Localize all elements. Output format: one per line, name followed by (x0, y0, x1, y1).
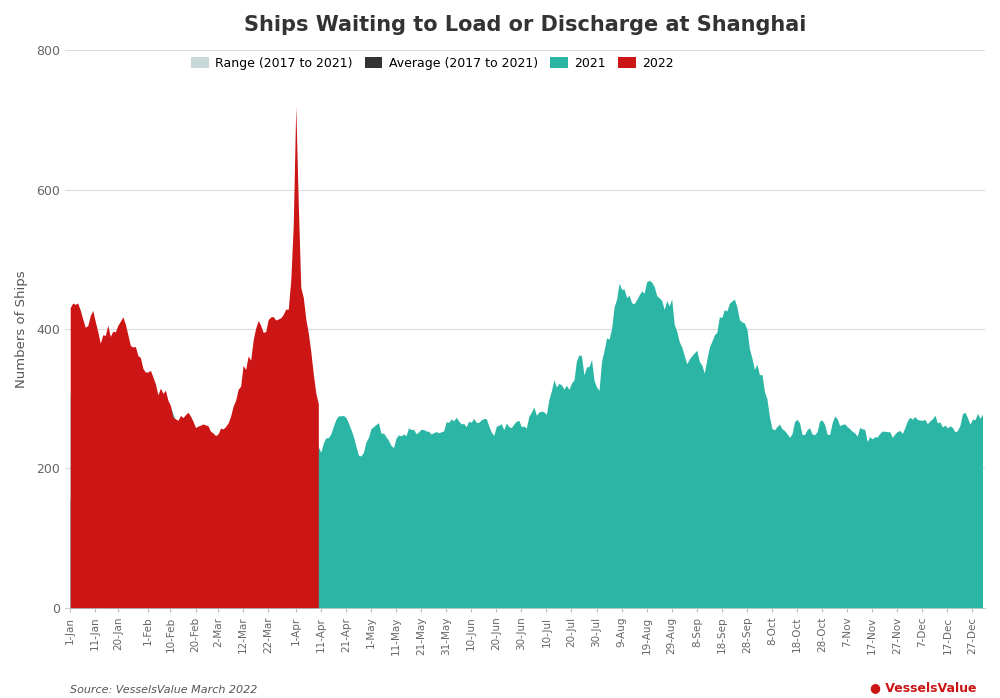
Text: ● VesselsValue: ● VesselsValue (870, 681, 976, 695)
Y-axis label: Numbers of Ships: Numbers of Ships (15, 270, 28, 388)
Legend: Range (2017 to 2021), Average (2017 to 2021), 2021, 2022: Range (2017 to 2021), Average (2017 to 2… (191, 57, 673, 70)
Title: Ships Waiting to Load or Discharge at Shanghai: Ships Waiting to Load or Discharge at Sh… (244, 15, 806, 35)
Text: Source: VesselsValue March 2022: Source: VesselsValue March 2022 (70, 685, 257, 695)
